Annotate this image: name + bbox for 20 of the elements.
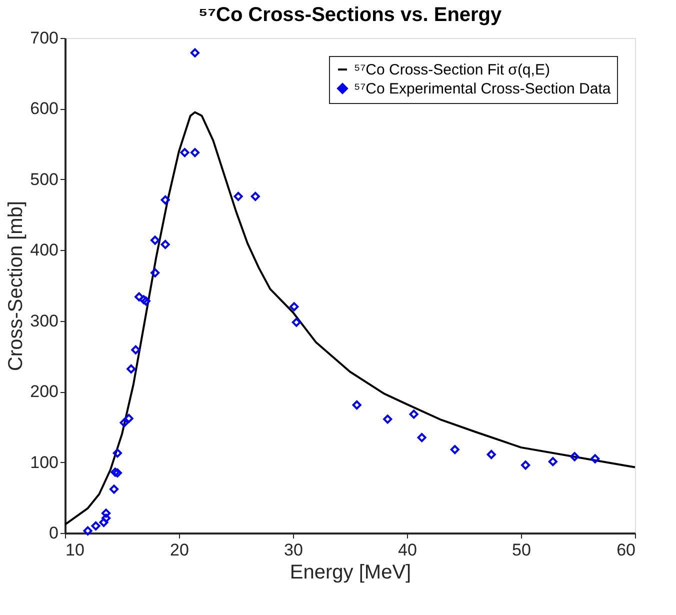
x-tick-label: 30 xyxy=(284,540,303,560)
x-tick-label: 50 xyxy=(512,540,531,560)
x-tick-label: 10 xyxy=(66,540,84,560)
x-tick-label: 20 xyxy=(170,540,189,560)
y-tick-label: 0 xyxy=(49,524,58,542)
y-tick-label: 700 xyxy=(30,28,58,48)
y-tick-label: 600 xyxy=(30,99,58,118)
line-series xyxy=(64,111,636,526)
y-tick-label: 500 xyxy=(30,170,58,189)
y-tick-label: 100 xyxy=(30,452,58,472)
y-axis-title: Cross-Section [mb] xyxy=(5,200,28,372)
x-tick-label: 60 xyxy=(616,540,636,560)
x-axis-title: Energy [MeV] xyxy=(290,562,412,584)
y-tick-label: 200 xyxy=(30,382,58,402)
legend-label: ⁵⁷Co Cross-Section Fit σ(q,E) xyxy=(354,62,550,78)
x-tick-label: 40 xyxy=(398,540,417,560)
legend-label: ⁵⁷Co Experimental Cross-Section Data xyxy=(354,80,612,98)
chart-title: ⁵⁷Co Cross-Sections vs. Energy xyxy=(198,4,503,26)
y-tick-label: 300 xyxy=(30,311,58,330)
y-tick-label: 400 xyxy=(30,240,58,260)
